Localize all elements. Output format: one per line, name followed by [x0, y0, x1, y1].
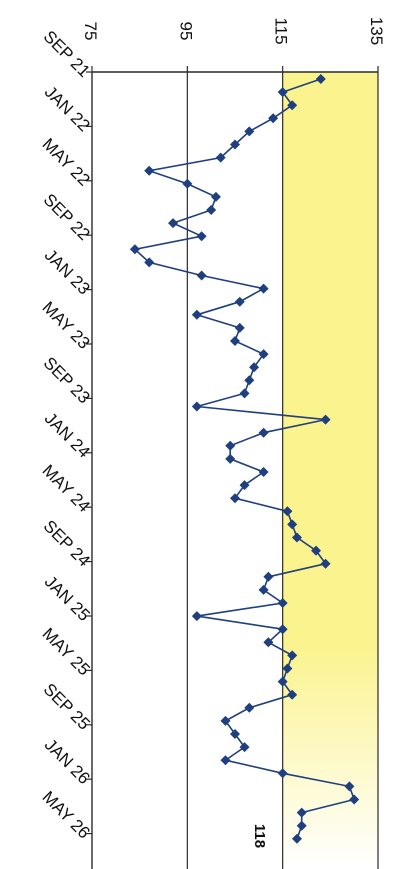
date-tick-label: JAN 26	[41, 735, 94, 788]
date-tick-label: MAY 25	[39, 624, 94, 679]
date-tick-label: MAY 24	[39, 461, 94, 516]
date-tick-label: JAN 23	[41, 246, 94, 299]
value-tick-label: 115	[272, 17, 291, 44]
value-tick-label: 135	[367, 17, 386, 45]
value-axis-ticks: 75 95 115 135	[81, 17, 386, 72]
date-tick-label: JAN 22	[41, 82, 94, 135]
date-tick-label: JAN 24	[41, 409, 94, 462]
last-value-label: 118	[251, 824, 268, 848]
date-tick-label: SEP 25	[40, 680, 94, 734]
date-tick-label: MAY 26	[39, 787, 94, 842]
value-tick-label: 75	[81, 22, 100, 41]
date-tick-label: MAY 22	[39, 135, 94, 190]
value-tick-label: 95	[176, 22, 195, 41]
date-tick-label: SEP 22	[40, 190, 94, 244]
date-tick-label: JAN 25	[41, 572, 94, 625]
highlight-band	[283, 72, 378, 869]
date-tick-label: SEP 23	[40, 353, 94, 407]
date-tick-label: SEP 24	[40, 516, 94, 570]
date-tick-label: MAY 23	[39, 298, 94, 353]
